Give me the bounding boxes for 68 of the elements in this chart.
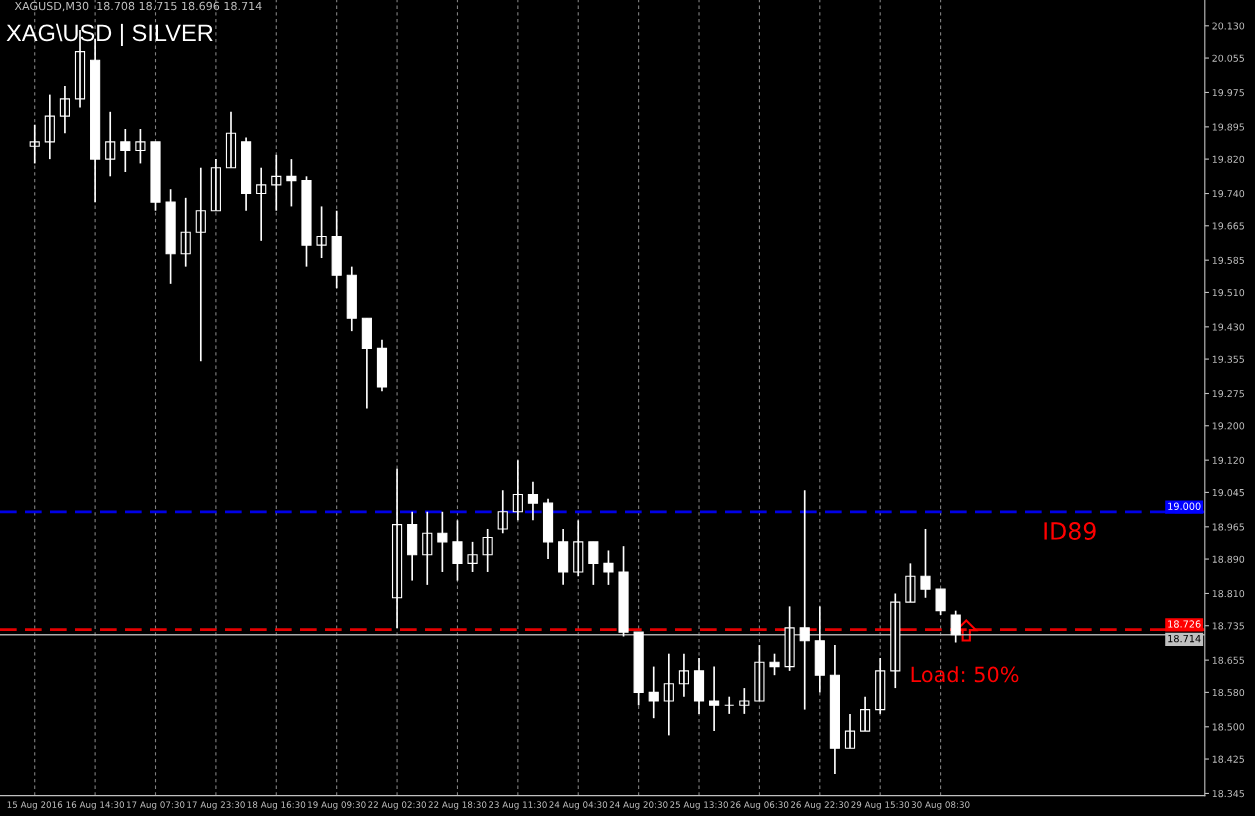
y-tick-label: 18.655 (1212, 656, 1244, 664)
x-tick-label: 24 Aug 20:30 (609, 801, 668, 810)
x-tick-label: 15 Aug 2016 (7, 801, 63, 810)
annotation: XAGUSD,M30 18.708 18.715 18.696 18.714 (14, 1, 262, 12)
x-tick-label: 22 Aug 02:30 (368, 801, 426, 810)
candlestick (754, 644, 765, 702)
y-tick-label: 19.045 (1212, 488, 1244, 497)
candlestick (135, 128, 146, 165)
y-tick-label: 18.425 (1212, 755, 1244, 763)
text: XAG\USD | SILVER (6, 23, 213, 46)
y-tick-label: 19.895 (1212, 123, 1244, 131)
candlestick (452, 519, 463, 582)
candlestick (920, 528, 931, 599)
x-tick-label: 26 Aug 22:30 (790, 801, 849, 810)
y-tick-label: 18.965 (1212, 523, 1244, 531)
y-tick-label: 19.120 (1212, 456, 1245, 464)
ref-line-label: 18.714 (1168, 634, 1201, 643)
x-tick-label: 18 Aug 16:30 (247, 801, 306, 810)
y-tick-label: 20.130 (1212, 22, 1245, 30)
y-tick-label: 18.810 (1212, 590, 1245, 598)
candlestick (437, 510, 448, 573)
annotation: Load: 50% (911, 666, 1019, 683)
candlestick (286, 158, 297, 208)
ref-line-label: 18.726 (1168, 620, 1201, 628)
y-tick-label: 19.820 (1212, 155, 1245, 163)
candlestick (769, 652, 780, 677)
candlestick (301, 175, 312, 268)
x-tick-label: 23 Aug 11:30 (488, 801, 547, 810)
candlestick (905, 562, 916, 603)
y-tick-label: 19.355 (1212, 355, 1244, 363)
annotation: ID89 (1044, 522, 1096, 540)
x-tick-label: 29 Aug 15:30 (851, 801, 910, 810)
y-tick-label: 20.055 (1212, 54, 1244, 62)
x-tick-label: 19 Aug 09:30 (308, 801, 366, 810)
ref-line-label: 19.000 (1168, 502, 1201, 510)
candlestick (150, 141, 161, 212)
candlestick (724, 695, 735, 715)
candlestick (482, 528, 493, 573)
x-tick-label: 26 Aug 06:30 (730, 801, 789, 810)
y-tick-label: 19.275 (1212, 390, 1244, 398)
y-tick-label: 19.430 (1212, 323, 1245, 331)
y-tick-label: 18.345 (1212, 790, 1244, 798)
candlestick (588, 541, 599, 586)
candlestick (935, 588, 946, 616)
y-tick-label: 18.890 (1212, 555, 1245, 563)
y-tick-label: 19.510 (1212, 289, 1245, 297)
candlestick (603, 549, 614, 586)
y-tick-label: 19.740 (1212, 190, 1245, 198)
x-tick-label: 16 Aug 14:30 (66, 801, 125, 810)
x-tick-label: 24 Aug 04:30 (549, 801, 608, 810)
candlestick (165, 188, 176, 285)
y-tick-label: 19.585 (1212, 256, 1244, 264)
x-tick-label: 25 Aug 13:30 (670, 801, 728, 810)
candlestick (633, 631, 644, 707)
y-tick-label: 19.200 (1212, 422, 1245, 430)
y-tick-label: 18.735 (1212, 622, 1244, 630)
candlestick (618, 545, 629, 638)
candlestick (467, 541, 478, 573)
candlestick (316, 205, 327, 259)
candlestick (784, 605, 795, 672)
y-tick-label: 18.500 (1212, 723, 1245, 731)
y-tick-label: 19.975 (1212, 89, 1244, 97)
x-tick-label: 30 Aug 08:30 (911, 801, 970, 810)
x-tick-label: 17 Aug 07:30 (126, 801, 185, 810)
x-tick-label: 17 Aug 23:30 (187, 801, 245, 810)
y-tick-label: 18.580 (1212, 688, 1245, 697)
y-tick-label: 19.665 (1212, 222, 1244, 230)
x-tick-label: 22 Aug 18:30 (428, 801, 487, 810)
